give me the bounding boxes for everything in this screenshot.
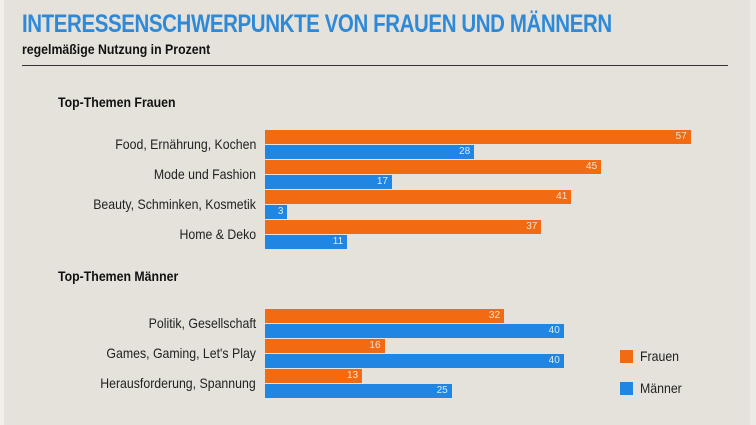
bar-frauen: 13	[265, 369, 363, 383]
category-label: Home & Deko	[179, 226, 256, 242]
bar-value-label: 28	[459, 146, 471, 157]
category-label: Mode und Fashion	[153, 166, 256, 182]
chart-title: INTERESSENSCHWERPUNKTE VON FRAUEN UND MÄ…	[22, 10, 612, 38]
bar-maenner: 25	[265, 384, 452, 398]
bar-frauen: 37	[265, 220, 542, 234]
bar-value-label: 32	[488, 310, 501, 321]
legend-label-maenner: Männer	[640, 380, 682, 396]
bar-frauen: 16	[265, 339, 385, 353]
bar-value-label: 40	[548, 355, 560, 366]
bar-maenner: 40	[265, 324, 564, 338]
legend-label-frauen: Frauen	[640, 348, 680, 364]
bar-frauen: 45	[265, 160, 602, 174]
page-edge-left	[0, 0, 4, 425]
bar-frauen: 57	[265, 130, 691, 144]
bar-value-label: 3	[277, 206, 284, 217]
group-title: Top-Themen Männer	[58, 268, 179, 284]
bar-value-label: 25	[436, 385, 448, 396]
bar-frauen: 41	[265, 190, 572, 204]
bar-value-label: 41	[556, 191, 568, 202]
category-label: Food, Ernährung, Kochen	[114, 136, 256, 152]
category-label: Herausforderung, Spannung	[100, 375, 256, 391]
bar-value-label: 17	[376, 176, 388, 187]
bar-maenner: 11	[265, 235, 348, 249]
bar-value-label: 57	[675, 131, 687, 142]
bar-value-label: 37	[526, 221, 538, 232]
bar-value-label: 45	[586, 161, 598, 172]
category-label: Beauty, Schminken, Kosmetik	[93, 196, 256, 212]
bar-value-label: 16	[369, 340, 381, 351]
title-divider	[22, 65, 728, 66]
bar-value-label: 40	[548, 325, 560, 336]
bar-value-label: 13	[346, 370, 359, 381]
bar-frauen: 32	[265, 309, 505, 323]
bar-maenner: 17	[265, 175, 392, 189]
chart-subtitle: regelmäßige Nutzung in Prozent	[22, 41, 211, 57]
page-edge-right	[750, 0, 756, 425]
group-title: Top-Themen Frauen	[58, 94, 176, 110]
category-label: Politik, Gesellschaft	[148, 315, 256, 331]
bar-value-label: 11	[332, 236, 344, 247]
category-label: Games, Gaming, Let's Play	[106, 345, 256, 361]
legend-swatch-maenner	[620, 382, 633, 395]
bar-maenner: 28	[265, 145, 475, 159]
bar-maenner: 40	[265, 354, 564, 368]
bar-maenner: 3	[265, 205, 288, 219]
legend-swatch-frauen	[620, 350, 633, 363]
